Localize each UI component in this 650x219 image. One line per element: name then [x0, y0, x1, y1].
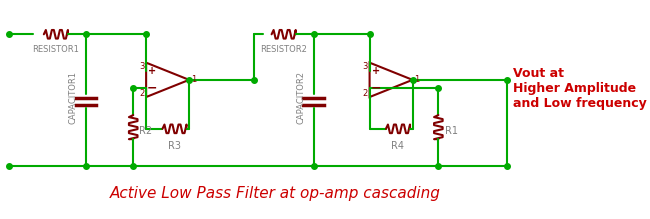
Text: 3: 3	[139, 62, 144, 71]
Text: 2: 2	[363, 89, 368, 98]
Text: 1: 1	[191, 75, 196, 84]
Text: R2: R2	[139, 126, 152, 136]
Text: 3: 3	[363, 62, 368, 71]
Text: R4: R4	[391, 141, 404, 151]
Text: CAPACITOR1: CAPACITOR1	[68, 71, 77, 124]
Text: RESISTOR2: RESISTOR2	[260, 45, 307, 54]
Text: R3: R3	[168, 141, 181, 151]
Text: Active Low Pass Filter at op-amp cascading: Active Low Pass Filter at op-amp cascadi…	[110, 186, 441, 201]
Text: −: −	[147, 82, 157, 95]
Text: RESISTOR1: RESISTOR1	[32, 45, 79, 54]
Text: 2: 2	[139, 89, 144, 98]
Text: +: +	[372, 66, 380, 76]
Text: Vout at
Higher Amplitude
and Low frequency: Vout at Higher Amplitude and Low frequen…	[513, 67, 647, 110]
Text: R1: R1	[445, 126, 458, 136]
Text: 1: 1	[414, 75, 419, 84]
Text: +: +	[148, 66, 156, 76]
Text: CAPACITOR2: CAPACITOR2	[296, 71, 305, 124]
Text: −: −	[370, 82, 381, 95]
